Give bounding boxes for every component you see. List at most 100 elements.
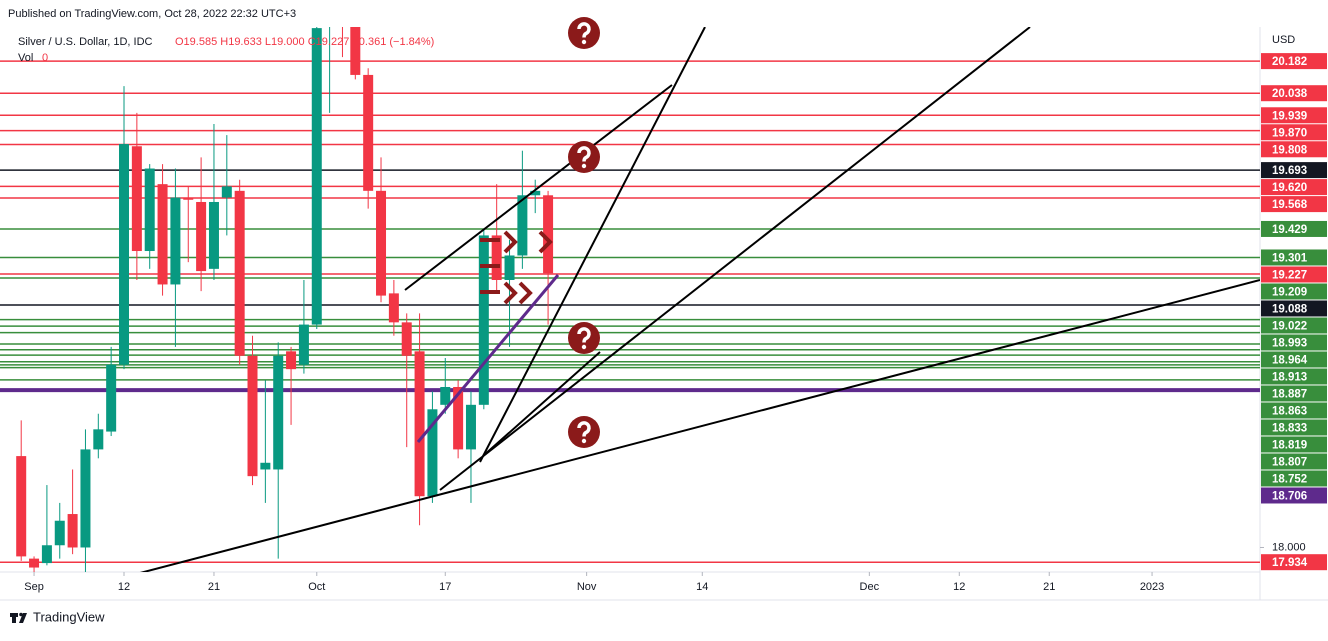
brand-logo [10, 612, 27, 623]
published-note: Published on TradingView.com, Oct 28, 20… [8, 8, 296, 20]
trend-line [439, 27, 1031, 491]
candle-body [29, 558, 40, 568]
level-label-box [1261, 162, 1327, 179]
x-tick-label: 17 [439, 581, 451, 593]
candle-body [504, 255, 515, 280]
candle-body [478, 235, 489, 405]
trend-line [139, 279, 1260, 572]
x-tick-label: 12 [118, 581, 130, 593]
candle-body [337, 0, 347, 13]
ohlc-text: O19.585 H19.633 L19.000 C19.227 −0.361 (… [175, 36, 434, 48]
level-label: 20.182 [1272, 56, 1307, 68]
candle-body [93, 429, 104, 450]
level-label-box [1261, 266, 1327, 283]
level-label: 17.934 [1272, 557, 1308, 569]
question-icon [568, 322, 600, 354]
level-label: 18.807 [1272, 457, 1307, 469]
level-label-box [1261, 385, 1327, 402]
question-icon [568, 17, 600, 49]
candle-body [440, 386, 451, 405]
trend-line [482, 351, 601, 457]
level-label-box [1261, 53, 1327, 70]
candle-body [286, 351, 297, 370]
x-tick-label: 2023 [1140, 581, 1164, 593]
candle-body [273, 355, 284, 470]
arrows [480, 230, 553, 305]
level-label-box [1261, 141, 1327, 158]
level-label: 18.964 [1272, 355, 1308, 367]
level-label-box [1261, 283, 1327, 300]
level-label-box [1261, 220, 1327, 237]
candle-body [376, 190, 387, 296]
candle-body [260, 462, 271, 470]
level-label-box [1261, 85, 1327, 102]
candle-body [414, 351, 425, 497]
candle-body [363, 74, 374, 191]
y-tick-label: 18.000 [1272, 541, 1306, 553]
x-tick-label: Nov [577, 581, 597, 593]
level-label: 20.038 [1272, 88, 1308, 100]
question-icons [568, 17, 600, 448]
candle-body [453, 386, 464, 450]
x-tick-label: 21 [208, 581, 220, 593]
candles [16, 0, 554, 572]
drawings [139, 27, 1260, 572]
candle-body [491, 235, 502, 280]
level-label-box [1261, 402, 1327, 419]
candle-body [543, 195, 554, 274]
levels [0, 60, 1260, 563]
trend-line [416, 274, 560, 443]
level-label-box [1261, 249, 1327, 266]
candle-body [208, 201, 219, 269]
level-label: 18.706 [1272, 491, 1307, 503]
level-label-box [1261, 453, 1327, 470]
candle-body [54, 520, 65, 546]
level-label: 18.913 [1272, 372, 1307, 384]
brand: TradingView [33, 609, 105, 624]
trend-line [479, 27, 706, 463]
x-tick-label: 21 [1043, 581, 1055, 593]
candle-body [311, 28, 322, 325]
level-label-box [1261, 351, 1327, 368]
level-label-box [1261, 300, 1327, 317]
level-label: 19.429 [1272, 224, 1307, 236]
level-label-box [1261, 124, 1327, 141]
level-label-box [1261, 436, 1327, 453]
candle-body [465, 404, 476, 450]
question-icon [568, 416, 600, 448]
candle-body [221, 186, 232, 198]
level-label: 18.887 [1272, 389, 1307, 401]
level-label-box [1261, 179, 1327, 196]
currency: USD [1272, 34, 1295, 46]
candle-body [517, 195, 528, 256]
candle-body [131, 146, 142, 252]
level-label: 19.808 [1272, 144, 1308, 156]
arrow [518, 281, 533, 305]
arrow [503, 230, 518, 254]
candle-body [119, 144, 130, 365]
candle-body [144, 168, 155, 252]
level-label-box [1261, 470, 1327, 487]
candle-body [80, 449, 91, 548]
level-label-box [1261, 107, 1327, 124]
candle-body [325, 0, 335, 21]
level-label: 19.209 [1272, 287, 1307, 299]
candle-body [157, 184, 168, 285]
level-label: 19.227 [1272, 270, 1307, 282]
question-icon [568, 141, 600, 173]
candle-body [16, 456, 27, 557]
candle-body [427, 409, 438, 497]
candle-body [106, 364, 117, 432]
arrow [503, 281, 518, 305]
candle-body [350, 27, 361, 75]
candle-body [530, 190, 541, 196]
level-label-box [1261, 419, 1327, 436]
x-tick-label: Dec [860, 581, 880, 593]
level-label: 19.620 [1272, 182, 1307, 194]
level-label: 19.088 [1272, 304, 1308, 316]
level-label: 18.833 [1272, 423, 1307, 435]
volume-label: Vol [18, 52, 33, 64]
candle-body [298, 324, 309, 365]
